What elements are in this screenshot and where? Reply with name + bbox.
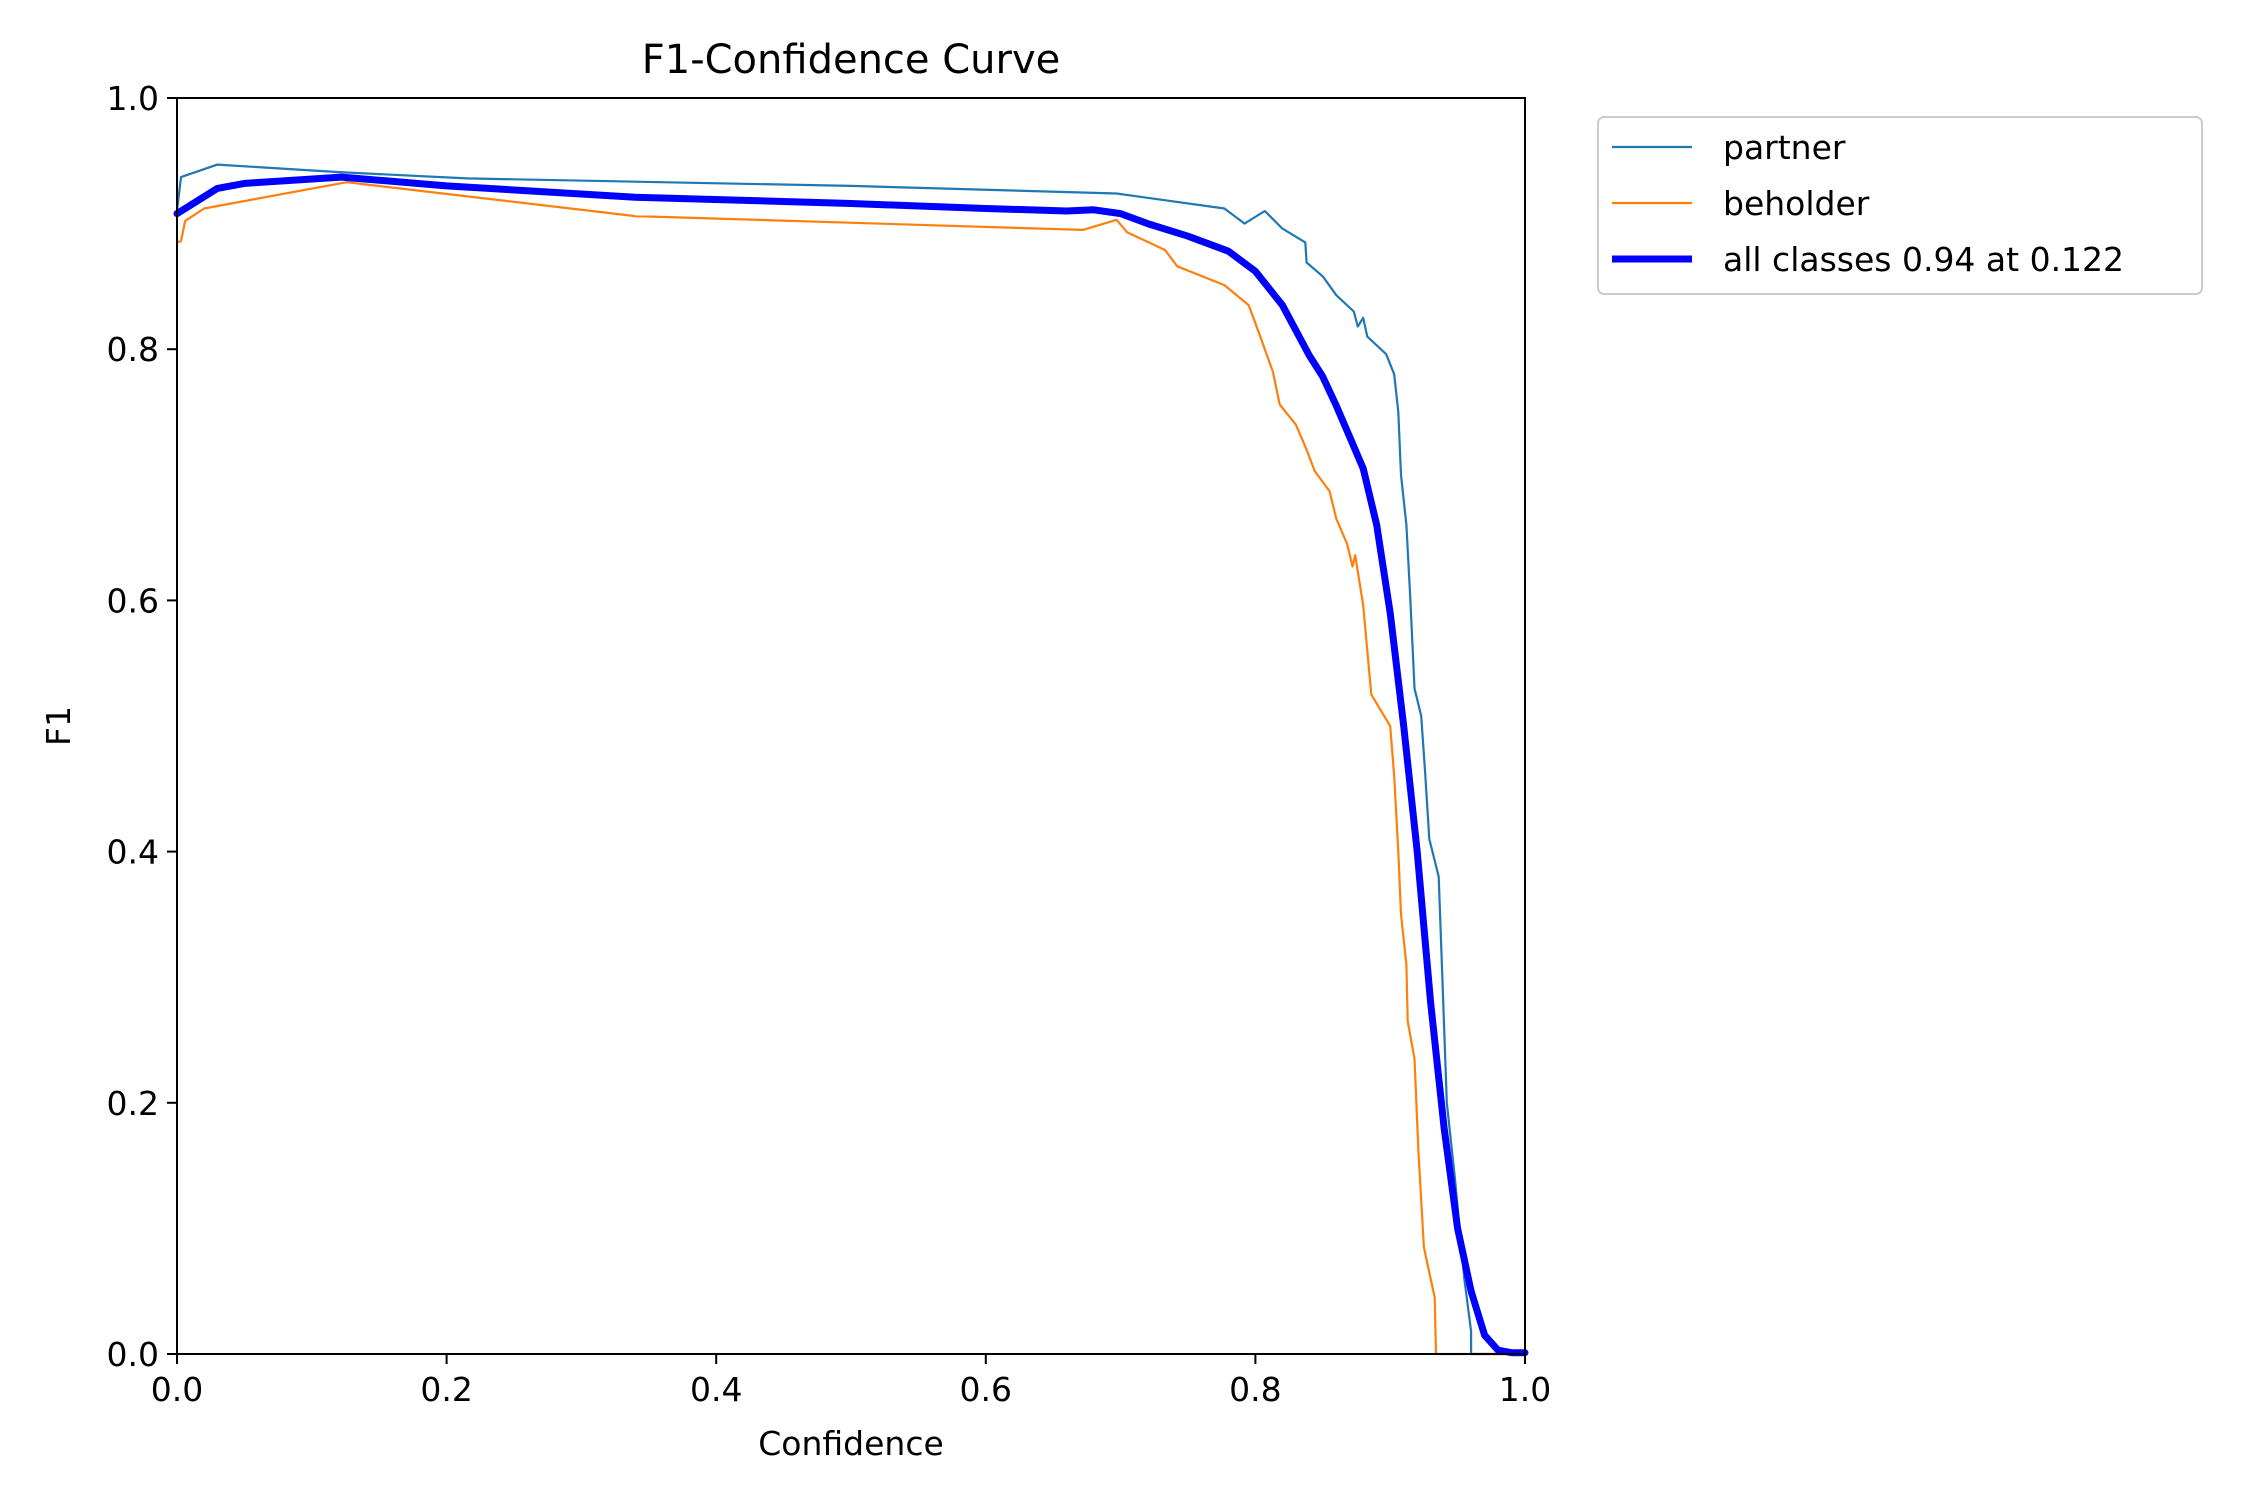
x-tick-label: 0.2 (420, 1370, 472, 1409)
y-tick-label: 0.8 (107, 330, 159, 369)
x-tick-label: 0.4 (690, 1370, 742, 1409)
legend-label: beholder (1723, 184, 1870, 223)
y-tick-label: 1.0 (107, 79, 159, 118)
legend: partner beholder all classes 0.94 at 0.122 (1597, 116, 2203, 295)
x-tick-label: 0.6 (960, 1370, 1012, 1409)
x-axis: 0.0 0.2 0.4 0.6 0.8 1.0 (151, 1354, 1551, 1409)
y-tick-label: 0.2 (107, 1084, 159, 1123)
legend-label: all classes 0.94 at 0.122 (1723, 240, 2124, 279)
series-line-all-classes-0-94-at-0-122 (173, 173, 1529, 1357)
series-line-partner (175, 163, 1527, 1356)
series-line-beholder (175, 181, 1527, 1356)
y-axis: 0.0 0.2 0.4 0.6 0.8 1.0 (107, 79, 177, 1374)
y-tick-label: 0.6 (107, 581, 159, 620)
x-tick-label: 0.8 (1229, 1370, 1281, 1409)
y-tick-label: 0.0 (107, 1335, 159, 1374)
series-layer (173, 163, 1529, 1357)
legend-label: partner (1723, 128, 1846, 167)
y-tick-label: 0.4 (107, 833, 159, 872)
y-axis-label: F1 (39, 706, 78, 746)
chart-title: F1-Confidence Curve (642, 37, 1061, 83)
legend-box (1597, 116, 2203, 295)
plot-area (177, 98, 1525, 1354)
x-tick-label: 1.0 (1499, 1370, 1551, 1409)
x-tick-label: 0.0 (151, 1370, 203, 1409)
plot-frame (176, 97, 1526, 1355)
x-axis-label: Confidence (758, 1424, 944, 1463)
